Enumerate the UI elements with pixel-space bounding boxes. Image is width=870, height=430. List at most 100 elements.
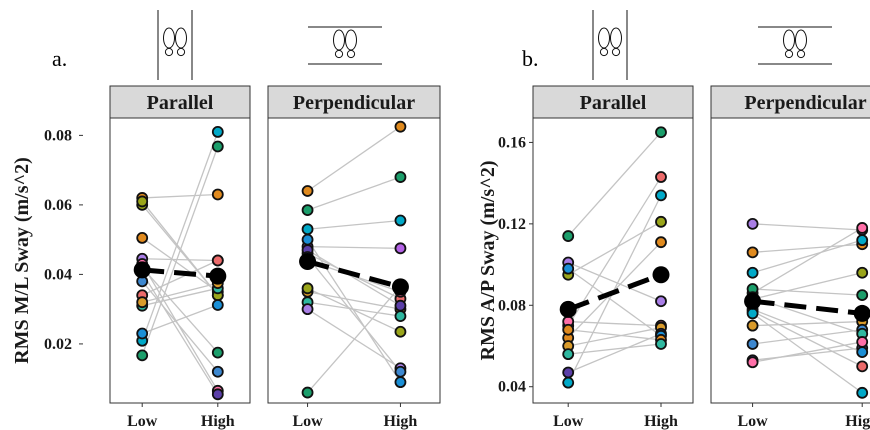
y-tick-label: 0.08: [498, 297, 526, 314]
data-point: [562, 230, 575, 242]
data-point: [211, 140, 224, 153]
data-point: [856, 289, 869, 302]
data-point: [655, 295, 667, 308]
data-point: [394, 171, 407, 183]
data-point: [301, 204, 314, 217]
data-point: [746, 217, 759, 230]
subject-line: [307, 291, 401, 310]
feet-perpendicular-icon: [308, 26, 382, 65]
chart-b: b. RMS A/P Sway (m/s^2) 0.04 0.08 0.12 0.16 Pa…: [477, 10, 870, 430]
mean-point: [744, 292, 762, 310]
subject-line: [752, 223, 863, 231]
data-point: [394, 365, 407, 378]
data-point: [136, 327, 149, 340]
subject-line: [307, 249, 401, 307]
data-point: [746, 266, 759, 279]
facet-strip-label: Perpendicular: [293, 92, 415, 114]
data-point: [562, 366, 575, 379]
y-axis-title: RMS M/L Sway (m/s^2): [11, 157, 33, 364]
mean-point: [853, 304, 870, 322]
data-point: [655, 189, 667, 202]
data-point: [856, 222, 869, 234]
panel-border: [532, 117, 694, 404]
y-tick-label: 0.16: [498, 134, 526, 151]
mean-point: [652, 266, 670, 284]
subject-line: [307, 286, 401, 394]
data-point: [211, 188, 224, 201]
data-point: [211, 365, 224, 378]
subject-line: [752, 312, 863, 394]
facet-strip-label: Parallel: [580, 92, 647, 114]
subject-line: [141, 131, 219, 342]
subject-line: [568, 343, 662, 355]
data-point: [856, 336, 869, 348]
feet-parallel-icon: [157, 10, 193, 80]
data-point: [301, 282, 314, 295]
subject-line: [141, 267, 219, 354]
feet-parallel-icon: [592, 10, 628, 80]
data-point: [746, 307, 759, 320]
panel-border: [109, 117, 251, 404]
mean-line: [141, 267, 219, 279]
data-point: [856, 346, 869, 359]
data-point: [301, 223, 314, 236]
subject-line: [752, 288, 863, 296]
x-tick-label: Low: [292, 413, 323, 430]
subject-line: [141, 304, 219, 335]
data-point: [394, 310, 407, 323]
x-tick-label: High: [845, 413, 870, 430]
subject-line: [567, 131, 662, 237]
subject-line: [307, 301, 401, 317]
data-point: [394, 214, 407, 227]
subject-line: [141, 272, 219, 395]
data-point: [746, 319, 759, 332]
data-point: [301, 303, 314, 316]
y-axis-title: RMS A/P Sway (m/s^2): [477, 161, 499, 361]
feet-perpendicular-icon: [758, 26, 832, 65]
subject-line: [567, 176, 662, 326]
facet-perpendicular: Perpendicular Low High: [267, 85, 441, 430]
facet-perpendicular: Perpendicular Low High: [710, 85, 870, 430]
data-point: [211, 126, 224, 138]
facet-strip-label: Perpendicular: [744, 92, 866, 114]
subject-line: [142, 258, 218, 262]
subject-line: [567, 195, 662, 383]
x-tick-label: Low: [553, 413, 584, 430]
subject-line: [568, 327, 662, 347]
data-point: [562, 323, 575, 336]
x-tick-label: High: [644, 413, 678, 430]
subject-line: [567, 268, 662, 337]
facet-parallel: Parallel Low High: [532, 85, 694, 430]
data-point: [211, 346, 224, 359]
data-point: [136, 195, 149, 208]
data-point: [211, 388, 224, 401]
data-point: [655, 126, 667, 139]
subject-line: [141, 237, 219, 293]
y-tick-label: 0.02: [44, 336, 72, 353]
subject-line: [567, 333, 662, 374]
mean-line: [567, 272, 662, 312]
facet-strip-label: Parallel: [147, 92, 214, 114]
data-point: [211, 254, 224, 267]
subject-line: [307, 219, 401, 230]
data-point: [856, 386, 869, 399]
facet-parallel: Parallel Low High: [109, 85, 251, 430]
data-point: [394, 376, 407, 389]
data-point: [394, 242, 407, 255]
chart-a: a. RMS M/L Sway (m/s^2) 0.02 0.04 0.06 0.08 Pa…: [11, 10, 441, 430]
data-point: [394, 325, 407, 338]
mean-point: [133, 261, 151, 279]
subject-line: [307, 239, 401, 383]
subject-line: [752, 320, 863, 327]
subject-line: [752, 310, 863, 367]
data-point: [746, 338, 759, 350]
subject-line: [568, 329, 662, 341]
data-point: [301, 233, 314, 246]
subject-line: [142, 287, 218, 307]
subject-line: [752, 347, 863, 361]
subject-line: [307, 176, 401, 211]
subject-line: [752, 239, 863, 274]
subject-line: [307, 308, 401, 369]
data-point: [394, 120, 407, 133]
data-point: [211, 299, 224, 311]
